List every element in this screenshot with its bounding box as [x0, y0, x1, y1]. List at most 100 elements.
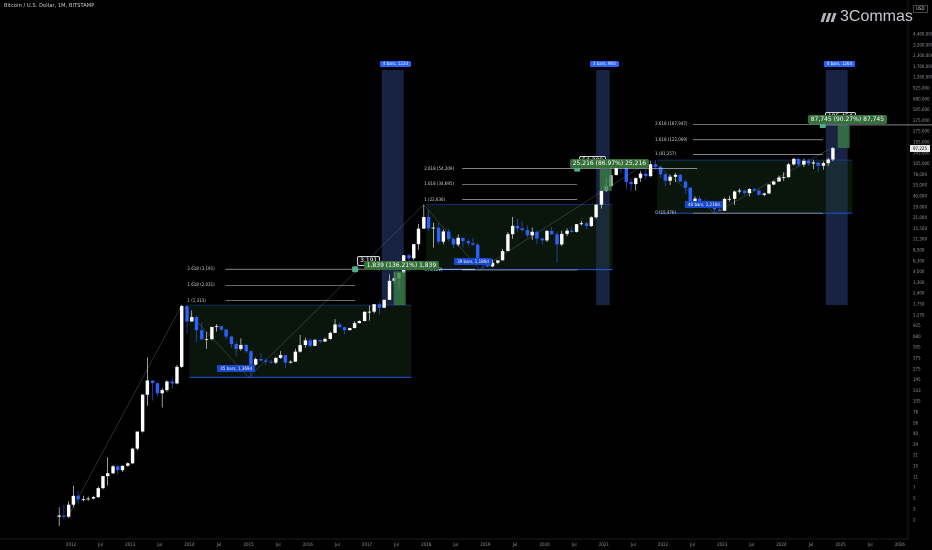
x-tick-label: Jul — [512, 542, 518, 547]
candle-up — [190, 317, 194, 322]
candle-up — [106, 473, 110, 477]
candle-up — [254, 359, 258, 365]
candle-up — [135, 431, 140, 449]
y-tick-label: 143,000 — [913, 150, 930, 155]
y-tick-label: 29 — [913, 442, 919, 447]
candle-down — [471, 243, 475, 245]
candle-up — [638, 173, 643, 179]
candle-up — [348, 328, 352, 331]
candle-down — [308, 340, 312, 346]
y-tick-label: 29,000 — [913, 204, 927, 209]
candle-up — [274, 357, 278, 363]
y-tick-label: 3 — [913, 507, 916, 512]
y-tick-label: 3,300 — [913, 280, 925, 285]
candle-down — [150, 380, 155, 384]
x-tick-label: 2017 — [362, 542, 373, 547]
candle-up — [722, 198, 727, 211]
candle-down — [476, 244, 480, 261]
candle-down — [540, 238, 544, 241]
candle-down — [535, 231, 539, 239]
y-tick-label: 11,500 — [913, 237, 927, 242]
fib-level-label: 2.618 (54,209) — [424, 165, 455, 171]
candle-up — [545, 230, 549, 241]
candle-up — [821, 163, 826, 166]
fib-level-label: 0 (15,476) — [655, 210, 677, 216]
candle-down — [520, 228, 524, 231]
x-tick-label: 2013 — [125, 542, 136, 547]
y-tick-label: 1,700,000 — [913, 64, 932, 69]
candle-up — [802, 160, 806, 165]
candle-down — [318, 339, 322, 342]
y-tick-label: 195 — [913, 377, 921, 382]
range-count-tag: 40 bars, 1,216d — [685, 201, 723, 209]
candle-up — [782, 177, 786, 179]
y-tick-label: 8,500 — [913, 248, 925, 253]
cycle-duration-tag: 4 bars, 126d — [823, 61, 856, 67]
gain-box — [393, 271, 406, 306]
y-tick-label: 275,000 — [913, 129, 930, 134]
candle-up — [239, 344, 243, 349]
x-tick-label: 2025 — [836, 542, 847, 547]
x-tick-label: Jul — [452, 542, 458, 547]
candle-down — [678, 174, 682, 182]
y-tick-label: 56 — [913, 420, 919, 425]
currency-label[interactable]: USD — [913, 5, 928, 13]
y-tick-label: 15,500 — [913, 226, 927, 231]
fib-level-label: 1 (81,257) — [655, 151, 677, 157]
candle-up — [496, 260, 500, 263]
candle-down — [486, 263, 490, 267]
candle-up — [293, 351, 298, 362]
y-tick-label: 11 — [913, 474, 919, 479]
candle-up — [96, 488, 100, 498]
candle-down — [224, 329, 228, 337]
x-tick-label: Jul — [156, 542, 162, 547]
candle-down — [624, 166, 628, 182]
candle-up — [165, 381, 169, 391]
candle-down — [816, 162, 820, 166]
candle-up — [57, 515, 61, 517]
x-tick-label: 2012 — [66, 542, 77, 547]
candle-up — [431, 227, 436, 229]
target-check-icon — [352, 266, 359, 273]
y-tick-label: 2 — [913, 518, 916, 523]
candle-up — [214, 326, 219, 328]
cycle-duration-tag: 4 bars, 122d — [379, 61, 412, 67]
candle-up — [81, 499, 86, 501]
candle-down — [653, 164, 658, 167]
x-tick-label: 2015 — [244, 542, 255, 547]
y-tick-label: 21 — [913, 453, 919, 458]
candle-up — [574, 224, 579, 232]
x-tick-label: 2026 — [895, 542, 906, 547]
candle-up — [599, 190, 604, 205]
candle-up — [490, 262, 495, 267]
candle-up — [831, 148, 835, 160]
candle-up — [510, 225, 515, 235]
candle-down — [466, 241, 470, 244]
candle-down — [629, 181, 633, 185]
candle-up — [352, 323, 357, 329]
y-tick-label: 7 — [913, 485, 916, 490]
candle-down — [688, 187, 692, 205]
x-tick-label: Jul — [97, 542, 103, 547]
range-count-tag: 39 bars, 1,186d — [454, 257, 492, 265]
y-tick-label: 1,750 — [913, 302, 925, 307]
candle-down — [796, 158, 801, 165]
candle-up — [767, 184, 771, 194]
y-tick-label: 275 — [913, 366, 921, 371]
candle-up — [303, 340, 308, 346]
candle-up — [792, 158, 796, 165]
x-tick-label: 2019 — [480, 542, 491, 547]
candle-up — [333, 324, 337, 333]
cycle-duration-tag: 3 bars, 90d — [589, 61, 619, 67]
fib-level-label: 2.618 (187,947) — [655, 121, 688, 127]
candle-down — [446, 231, 451, 239]
fib-level-label: 1.618 (34,695) — [424, 181, 455, 187]
y-tick-label: 4,500 — [913, 269, 925, 274]
gain-tag: 25,216 (86.97%) 25,216 — [569, 158, 650, 168]
candle-up — [579, 223, 584, 225]
candle-up — [140, 394, 145, 432]
x-tick-label: Jul — [216, 542, 222, 547]
y-tick-label: 1,270 — [913, 312, 925, 317]
candle-up — [422, 217, 426, 229]
